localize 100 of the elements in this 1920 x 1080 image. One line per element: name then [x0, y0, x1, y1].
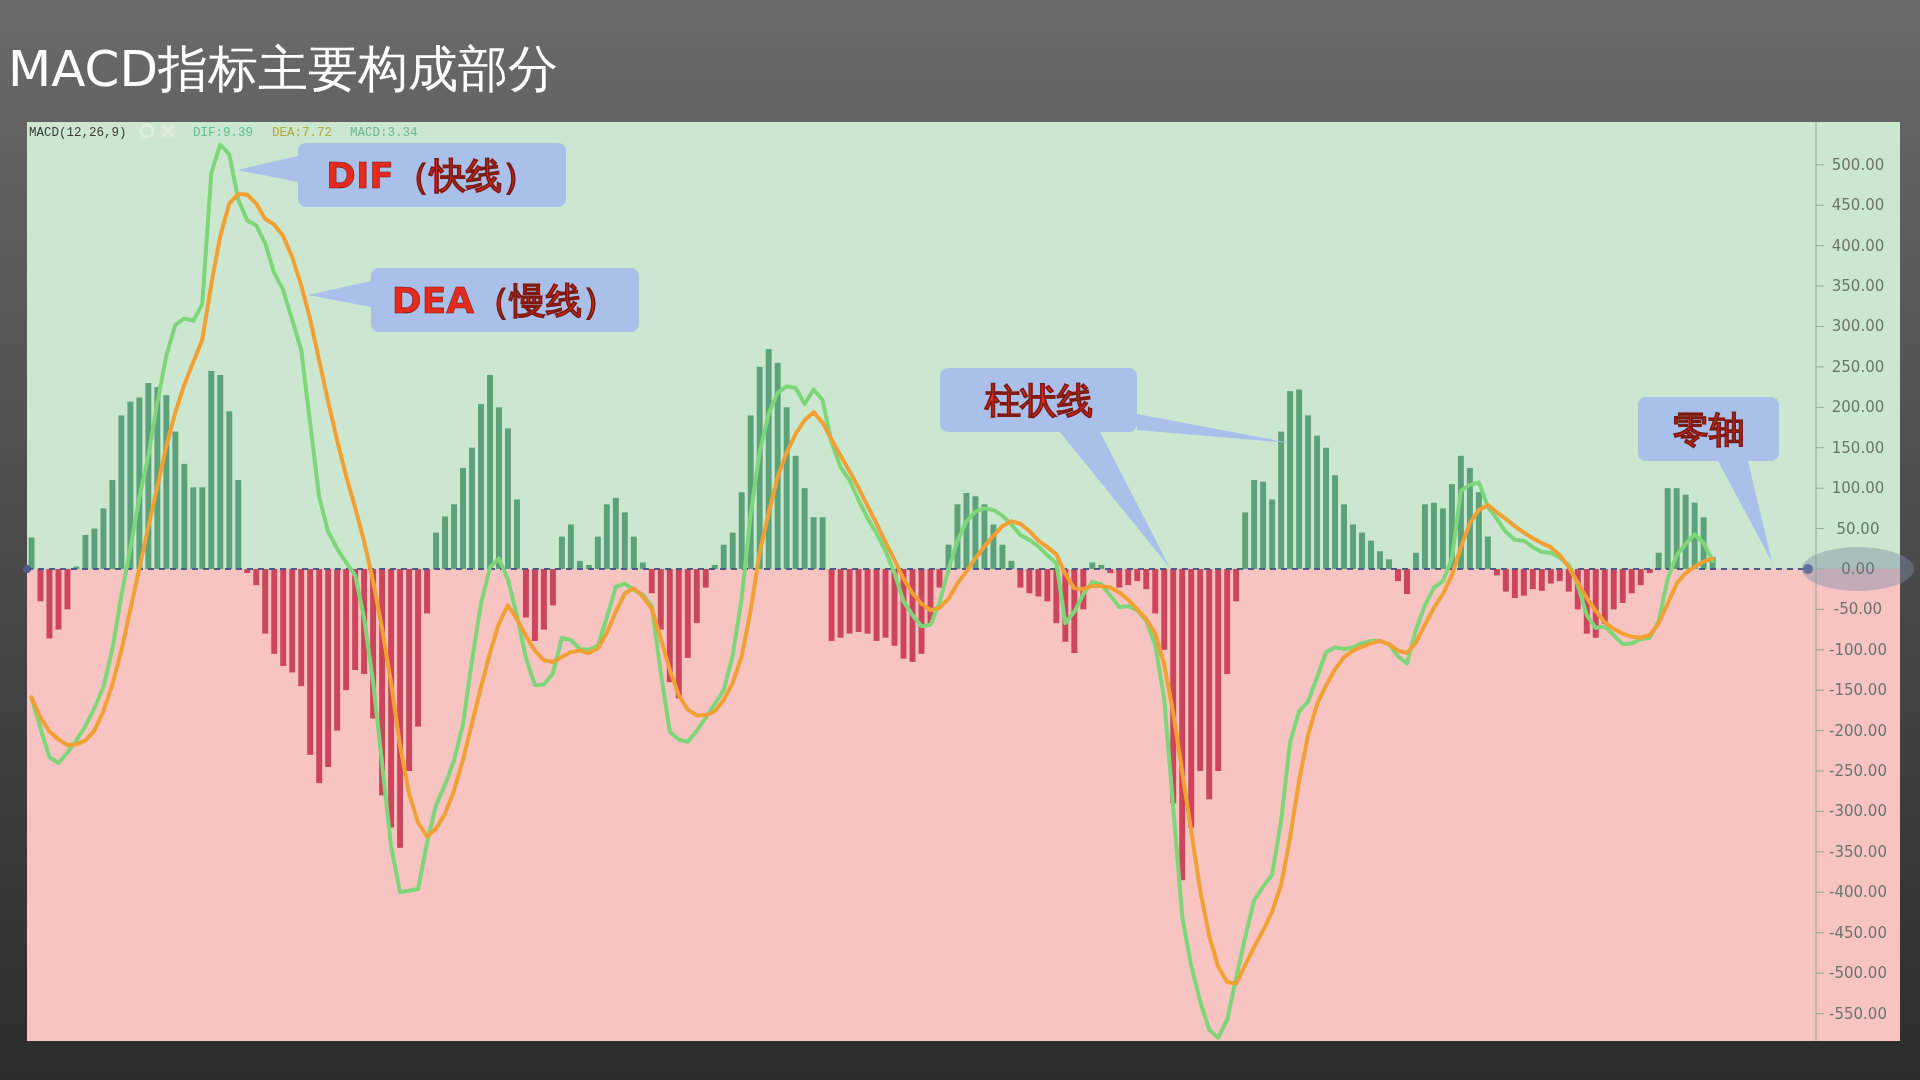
- bar: [630, 536, 637, 569]
- bar: [280, 568, 287, 666]
- bar: [487, 374, 493, 569]
- bar: [657, 568, 664, 630]
- y-tick-label: 400.00: [1831, 236, 1885, 255]
- bar: [1332, 475, 1339, 569]
- bar: [882, 568, 889, 638]
- bar: [855, 568, 862, 633]
- bar: [738, 492, 745, 569]
- bar: [648, 568, 655, 594]
- bar: [693, 568, 700, 624]
- bar: [1152, 568, 1159, 614]
- bar: [100, 508, 107, 569]
- bar: [1125, 568, 1132, 586]
- bar: [1188, 568, 1195, 828]
- y-tick-label: 200.00: [1831, 398, 1885, 417]
- bar: [549, 568, 556, 606]
- bar: [540, 568, 547, 630]
- bar: [1242, 512, 1249, 569]
- bar: [118, 415, 125, 569]
- bar: [1430, 502, 1437, 569]
- y-tick-label: 250.00: [1831, 357, 1885, 376]
- bar: [567, 524, 574, 569]
- bar: [720, 544, 727, 569]
- bar: [82, 535, 89, 569]
- bar: [1143, 568, 1150, 590]
- bar: [1484, 536, 1491, 569]
- bar: [1206, 568, 1213, 800]
- y-tick-label: 450.00: [1831, 196, 1885, 215]
- bar: [1359, 532, 1365, 569]
- bar: [1233, 568, 1240, 602]
- bar: [1305, 415, 1312, 569]
- bar: [621, 512, 628, 569]
- y-tick-label: -300.00: [1829, 802, 1887, 821]
- annotation: 柱状线: [983, 380, 1093, 421]
- bar: [873, 568, 880, 641]
- bar: [181, 463, 188, 569]
- y-tick-label: 50.00: [1836, 519, 1880, 538]
- bar: [1637, 568, 1644, 586]
- y-tick-label: 300.00: [1831, 317, 1885, 336]
- bar: [217, 374, 224, 569]
- bar: [271, 568, 278, 654]
- bar: [558, 536, 565, 569]
- bar: [199, 487, 206, 569]
- bar: [531, 568, 538, 641]
- bar: [1529, 568, 1536, 590]
- annotation: DIF:9.39: [193, 126, 254, 140]
- bar: [603, 504, 610, 569]
- bar: [1664, 488, 1671, 569]
- bar: [1161, 568, 1168, 650]
- bar: [1610, 568, 1617, 610]
- bar: [1296, 389, 1303, 569]
- chart-title: MACD指标主要构成部分: [8, 40, 558, 98]
- bar: [1655, 552, 1662, 569]
- y-tick-label: 150.00: [1831, 438, 1885, 457]
- bar: [729, 532, 736, 569]
- bar: [1395, 568, 1401, 582]
- bar: [1547, 568, 1554, 584]
- y-tick-label: -450.00: [1829, 923, 1887, 942]
- bar: [999, 544, 1006, 569]
- y-tick-label: -550.00: [1829, 1004, 1887, 1023]
- bar: [792, 455, 799, 569]
- bar: [406, 568, 413, 772]
- bar: [1314, 435, 1321, 569]
- bar: [478, 404, 484, 569]
- bar: [64, 568, 71, 610]
- bar: [828, 568, 835, 641]
- bar: [1215, 568, 1222, 772]
- bar: [1260, 481, 1267, 569]
- bar: [1089, 562, 1096, 569]
- bar: [783, 407, 790, 569]
- bar: [1368, 540, 1374, 569]
- bar: [226, 411, 233, 569]
- bar: [415, 568, 422, 727]
- annotation: 零轴: [1672, 409, 1745, 450]
- bar: [819, 517, 826, 569]
- bar: [1412, 552, 1419, 569]
- bar: [91, 528, 98, 569]
- annotation: DEA:7.72: [272, 126, 333, 140]
- bar: [1251, 480, 1258, 569]
- bar: [442, 516, 448, 569]
- y-tick-label: 500.00: [1831, 155, 1885, 174]
- bar: [1556, 568, 1563, 582]
- bar: [172, 431, 179, 569]
- bar: [1008, 560, 1015, 569]
- bar: [343, 568, 350, 691]
- bar: [1098, 564, 1105, 569]
- bar: [1538, 568, 1545, 591]
- annotation: DEA（慢线）: [391, 280, 619, 321]
- bar: [1377, 551, 1383, 569]
- bar: [837, 568, 844, 638]
- bar: [469, 447, 475, 569]
- bar: [1224, 568, 1231, 675]
- annotation: MACD(12,26,9): [29, 126, 127, 140]
- bar: [1386, 559, 1392, 569]
- bar: [1628, 568, 1635, 594]
- bar: [675, 568, 682, 699]
- bar: [1502, 568, 1509, 592]
- bar: [1026, 568, 1033, 594]
- bar: [496, 407, 502, 569]
